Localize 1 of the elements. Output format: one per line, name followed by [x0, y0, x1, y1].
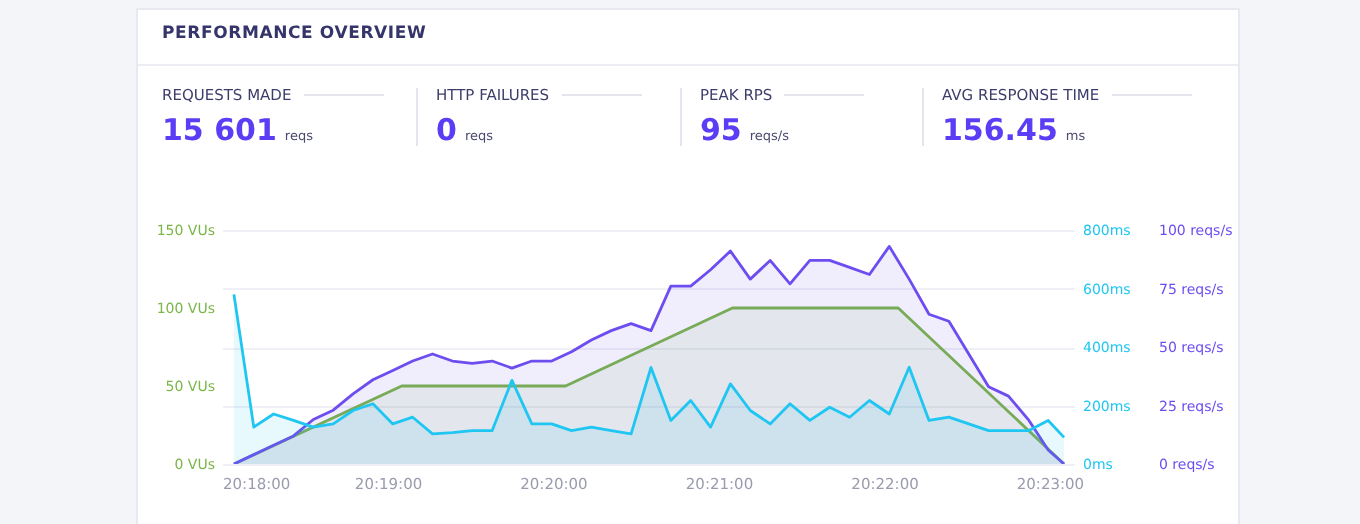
chart-title: PERFORMANCE OVERVIEW [162, 24, 427, 44]
